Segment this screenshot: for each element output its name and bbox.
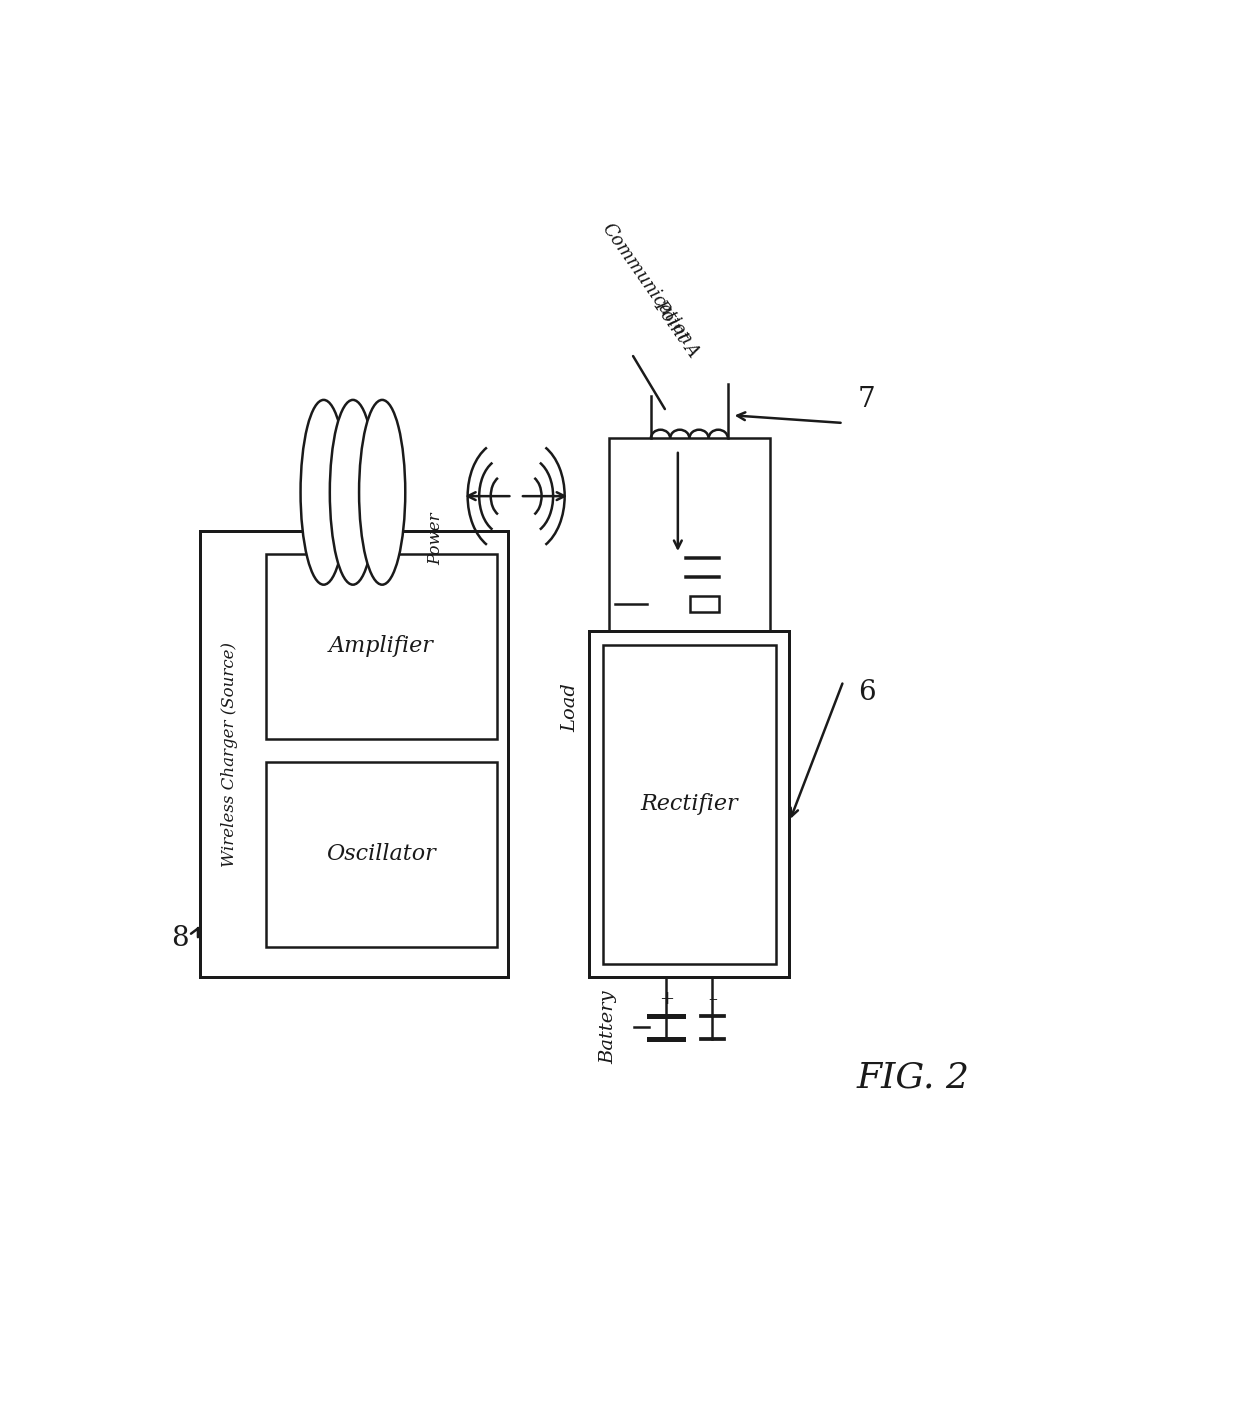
Text: –: – [708,991,717,1007]
Bar [265,762,497,947]
Text: FIG. 2: FIG. 2 [856,1061,970,1094]
Text: 8: 8 [171,926,188,953]
Ellipse shape [360,399,405,584]
Bar [609,439,770,630]
Text: Communication: Communication [599,220,696,349]
Bar [201,531,508,978]
Text: Load: Load [560,684,579,733]
Text: Wireless Charger (Source): Wireless Charger (Source) [221,642,238,867]
Text: Power: Power [427,513,444,565]
Text: 6: 6 [858,679,875,706]
Ellipse shape [330,399,376,584]
Bar [691,597,719,612]
Text: Oscillator: Oscillator [326,843,436,866]
Text: Amplifier: Amplifier [329,635,434,657]
Ellipse shape [300,399,347,584]
Text: Battery: Battery [600,991,618,1065]
Bar [603,644,776,964]
Bar [589,630,790,978]
Bar [265,553,497,738]
Text: 7: 7 [858,387,875,413]
Text: Rectifier: Rectifier [641,793,738,815]
Text: +: + [658,991,673,1007]
Text: Point A: Point A [650,297,703,361]
